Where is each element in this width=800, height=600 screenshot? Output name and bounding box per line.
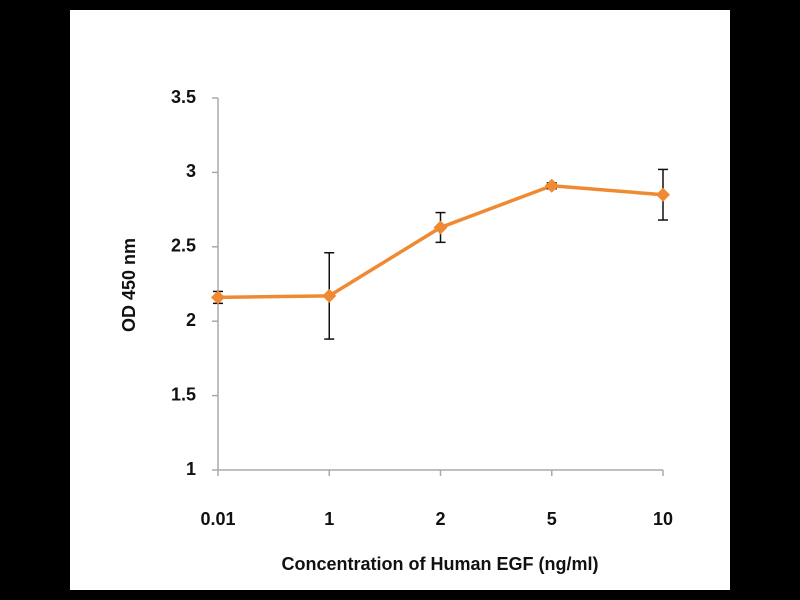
y-tick-label: 1: [186, 459, 196, 479]
data-marker: [433, 220, 448, 235]
data-marker: [656, 187, 670, 202]
data-marker: [544, 178, 559, 193]
x-tick-label: 2: [435, 509, 445, 529]
y-tick-label: 2: [186, 310, 196, 330]
y-tick-label: 1.5: [171, 384, 196, 404]
plot-background: [70, 10, 730, 590]
x-axis-label: Concentration of Human EGF (ng/ml): [282, 554, 599, 574]
y-tick-label: 2.5: [171, 236, 196, 256]
data-marker: [211, 290, 225, 305]
y-axis-label: OD 450 nm: [119, 238, 139, 332]
x-tick-label: 1: [324, 509, 334, 529]
x-tick-label: 0.01: [200, 509, 235, 529]
data-marker: [322, 288, 337, 303]
y-tick-label: 3.5: [171, 87, 196, 107]
x-tick-label: 10: [653, 509, 673, 529]
y-tick-label: 3: [186, 161, 196, 181]
x-tick-label: 5: [547, 509, 557, 529]
